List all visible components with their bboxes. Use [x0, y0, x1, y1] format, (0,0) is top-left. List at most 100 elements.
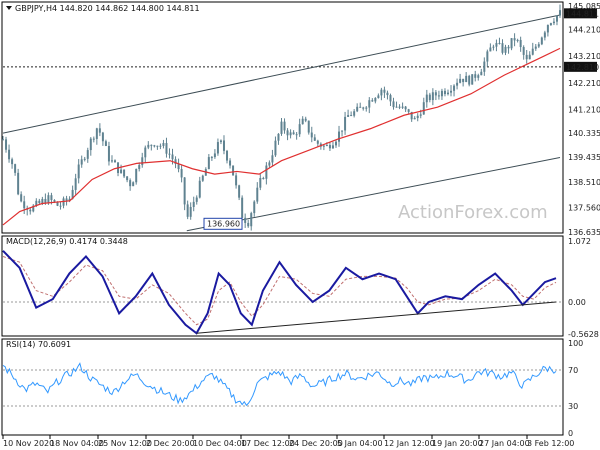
candle-body — [171, 154, 174, 160]
candle-body — [531, 48, 534, 55]
candle-body — [334, 141, 337, 146]
candle-body — [162, 143, 165, 146]
candle-body — [259, 178, 262, 188]
candle-body — [298, 124, 301, 135]
candle-body — [86, 150, 89, 159]
rsi-tick-label: 70 — [568, 366, 578, 375]
candle-body — [422, 102, 425, 115]
candle-body — [250, 213, 253, 227]
candle-body — [504, 46, 507, 53]
candle-body — [174, 159, 177, 165]
price-tick-label: 137.560 — [568, 203, 600, 212]
macd-zero-box — [563, 296, 589, 308]
rsi-line — [2, 362, 557, 407]
candle-body — [546, 25, 549, 33]
candle-body — [431, 92, 434, 101]
macd-pane-frame — [1, 235, 564, 337]
candle-body — [244, 217, 247, 223]
moving-average-line — [2, 47, 561, 226]
candle-body — [229, 160, 232, 166]
price-tick-label: 142.210 — [568, 79, 600, 88]
current-price-label: 144.811 — [566, 9, 599, 18]
candle-body — [256, 187, 259, 202]
candle-body — [253, 201, 256, 214]
triangle-down-icon[interactable] — [6, 6, 12, 10]
candle-body — [341, 130, 344, 132]
macd-trendline — [196, 301, 557, 334]
candle-body — [368, 100, 371, 108]
candle-body — [559, 10, 561, 16]
candle-body — [383, 89, 386, 93]
x-axis-label: 3 Feb 12:00 — [527, 439, 574, 448]
macd-line — [2, 250, 557, 335]
candle-body — [328, 145, 331, 149]
candle-body — [265, 165, 268, 179]
price-layer: 136.960 — [2, 4, 563, 232]
candle-body — [141, 157, 144, 166]
candle-body — [44, 198, 47, 204]
candle-body — [41, 198, 44, 203]
channel-lower-line — [186, 157, 561, 232]
rsi-title: RSI(14) 70.6091 — [6, 340, 71, 349]
candle-body — [492, 46, 495, 48]
candle-body — [189, 206, 192, 217]
candle-body — [62, 198, 65, 206]
price-pane-frame — [1, 1, 564, 234]
candle-body — [498, 42, 501, 44]
candle-body — [513, 38, 516, 41]
candle-body — [347, 115, 350, 117]
candle-body — [286, 130, 289, 136]
rsi-layer — [2, 362, 563, 407]
rsi-tick-label: 0 — [568, 429, 573, 438]
candle-body — [398, 106, 401, 108]
candle-body — [462, 78, 465, 83]
candle-body — [95, 128, 98, 139]
candle-body — [144, 147, 147, 158]
candle-body — [35, 200, 38, 206]
candle-body — [425, 94, 428, 103]
candle-body — [153, 145, 156, 147]
candle-body — [114, 160, 117, 163]
macd-signal-line — [2, 256, 557, 326]
candle-body — [126, 176, 129, 181]
candle-body — [555, 15, 558, 22]
candle-body — [356, 106, 359, 112]
low-annotation-label: 136.960 — [207, 219, 240, 228]
candle-body — [207, 157, 210, 170]
macd-zero-label: 0.00 — [568, 298, 586, 307]
candle-body — [374, 98, 377, 102]
candle-body — [468, 75, 471, 85]
candle-body — [201, 175, 204, 181]
candle-body — [507, 46, 510, 49]
candle-body — [486, 51, 489, 62]
candle-body — [226, 150, 229, 161]
x-axis-label: 24 Dec 20:00 — [289, 439, 343, 448]
candle-body — [456, 82, 459, 86]
rsi-tick-label: 30 — [568, 402, 578, 411]
price-tick-label: 143.210 — [568, 52, 600, 61]
candle-body — [534, 46, 537, 49]
candle-body — [483, 61, 486, 72]
candle-body — [120, 169, 123, 174]
candle-body — [268, 162, 271, 166]
candle-body — [522, 47, 525, 55]
candle-body — [440, 90, 443, 97]
candle-body — [183, 177, 186, 205]
candle-body — [195, 197, 198, 202]
candle-body — [192, 201, 195, 207]
candle-body — [138, 165, 141, 169]
candle-body — [325, 145, 328, 147]
candle-body — [77, 164, 80, 179]
candle-body — [159, 145, 162, 147]
candle-body — [446, 92, 449, 95]
current-price-box — [564, 8, 597, 19]
candle-body — [292, 132, 295, 135]
candle-body — [304, 118, 307, 121]
candle-body — [450, 90, 453, 93]
candle-body — [180, 169, 183, 178]
candle-body — [453, 85, 456, 91]
low-annotation-box — [203, 217, 243, 230]
candle-body — [65, 198, 68, 201]
